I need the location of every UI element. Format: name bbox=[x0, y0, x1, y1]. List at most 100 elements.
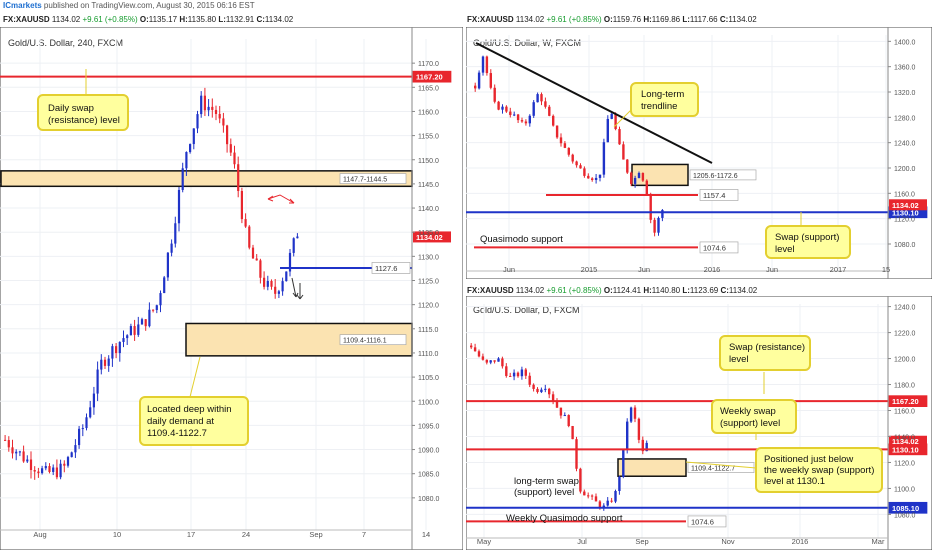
y-tick-label: 1105.0 bbox=[418, 375, 439, 382]
candle-body bbox=[583, 491, 586, 496]
header-close: 1134.02 bbox=[728, 286, 758, 295]
note-line: level bbox=[775, 244, 795, 255]
candle-body bbox=[248, 226, 251, 248]
header-change: +9.61 (+0.85%) bbox=[82, 15, 138, 24]
candle-body bbox=[122, 338, 125, 342]
candle-body bbox=[11, 447, 14, 454]
level-label: 1167.20 bbox=[416, 73, 443, 82]
header-close: 1134.02 bbox=[264, 15, 294, 24]
zone-box bbox=[631, 163, 689, 187]
candle-body bbox=[255, 258, 258, 261]
x-tick-label: 14 bbox=[422, 530, 430, 539]
level-tag bbox=[371, 262, 411, 274]
note-line: the weekly swap (support) bbox=[764, 465, 874, 476]
weekly-annotations: Long-term trendline Swap (support) level… bbox=[475, 42, 851, 259]
y-tick-label: 1240.0 bbox=[894, 305, 916, 312]
candle-body bbox=[196, 114, 199, 129]
candle-body bbox=[583, 168, 586, 176]
candle-body bbox=[485, 359, 488, 363]
candle-body bbox=[548, 388, 551, 395]
candle-body bbox=[575, 439, 578, 469]
candle-body bbox=[626, 421, 629, 450]
candle-body bbox=[259, 260, 262, 278]
candle-body bbox=[559, 407, 563, 416]
candle-body bbox=[622, 449, 625, 477]
candle-body bbox=[111, 346, 114, 359]
candle-body bbox=[641, 439, 644, 452]
note-line: Swap (resistance) bbox=[729, 342, 805, 353]
candle-body bbox=[590, 495, 594, 497]
candle-body bbox=[594, 496, 598, 502]
y-tick-label: 1100.0 bbox=[418, 399, 439, 406]
x-tick-label: 2017 bbox=[830, 265, 847, 274]
chart-title: Gold/U.S. Dollar, W, FXCM bbox=[473, 38, 581, 48]
candle-body bbox=[48, 466, 51, 473]
zone-tag bbox=[689, 169, 757, 181]
x-tick-label: Nov bbox=[721, 537, 735, 546]
price-tag bbox=[889, 435, 927, 447]
candle-body bbox=[37, 471, 40, 474]
candle-body bbox=[152, 309, 155, 311]
candle-body bbox=[544, 101, 547, 107]
candle-body bbox=[653, 219, 656, 233]
candle-body bbox=[641, 172, 645, 181]
y-tick-label: 1095.0 bbox=[418, 423, 440, 430]
candle-body bbox=[555, 401, 559, 408]
candle-body bbox=[185, 152, 188, 169]
candle-body bbox=[637, 172, 641, 178]
y-tick-label: 1320.0 bbox=[894, 90, 916, 97]
header-symbol: FX:XAUUSD bbox=[467, 286, 514, 295]
candle-body bbox=[126, 335, 129, 339]
candle-body bbox=[489, 360, 492, 363]
candle-body bbox=[614, 113, 617, 130]
y-tick-label: 1180.0 bbox=[894, 383, 915, 390]
candle-body bbox=[237, 164, 240, 191]
price-label: 1134.02 bbox=[416, 233, 443, 242]
y-tick-label: 1200.0 bbox=[894, 357, 916, 364]
header-low: 1117.66 bbox=[689, 15, 718, 24]
candle-body bbox=[637, 418, 641, 440]
header-high: 1140.80 bbox=[651, 286, 681, 295]
candle-body bbox=[618, 129, 621, 145]
candle-body bbox=[501, 358, 504, 367]
level-tag bbox=[888, 501, 928, 514]
candle-body bbox=[633, 177, 637, 184]
level-label: 1130.10 bbox=[892, 208, 919, 217]
candle-body bbox=[81, 428, 84, 430]
h4-chart[interactable]: Gold/U.S. Dollar, 240, FXCM 1147.7-1144.… bbox=[0, 27, 463, 550]
y-tick-label: 1080.0 bbox=[894, 242, 916, 249]
candle-body bbox=[594, 177, 598, 180]
x-tick-label: May bbox=[477, 537, 491, 546]
candle-body bbox=[59, 463, 62, 478]
candle-body bbox=[33, 470, 36, 472]
header-open: 1135.17 bbox=[148, 15, 178, 24]
y-tick-label: 1100.0 bbox=[894, 486, 915, 493]
candle-body bbox=[192, 128, 195, 145]
candle-body bbox=[505, 366, 508, 376]
candle-body bbox=[85, 417, 88, 429]
publisher-bar: ICmarkets published on TradingView.com, … bbox=[0, 0, 932, 13]
candle-body bbox=[22, 451, 25, 462]
candle-body bbox=[610, 500, 613, 502]
y-tick-label: 1130.0 bbox=[418, 254, 439, 261]
zone-label: 1109.4-1122.7 bbox=[691, 466, 735, 473]
candle-body bbox=[200, 95, 203, 115]
price-label: 1134.02 bbox=[892, 201, 919, 210]
candle-body bbox=[551, 394, 555, 402]
weekly-chart[interactable]: Gold/U.S. Dollar, W, FXCM 1205.6-1172.6 … bbox=[466, 27, 932, 279]
level-label: 1074.6 bbox=[703, 243, 726, 252]
candle-body bbox=[166, 252, 169, 278]
candle-body bbox=[296, 236, 299, 239]
candle-body bbox=[140, 319, 144, 325]
publisher-name[interactable]: ICmarkets bbox=[3, 1, 42, 10]
daily-annotations: Swap (resistance) level Weekly swap (sup… bbox=[506, 335, 883, 524]
candle-body bbox=[44, 466, 47, 469]
candle-body bbox=[485, 56, 489, 74]
daily-chart[interactable]: Gold/U.S. Dollar, D, FXCM 1109.4-1122.7 … bbox=[466, 296, 932, 550]
candle-body bbox=[512, 372, 516, 377]
candle-body bbox=[66, 457, 70, 466]
candle-body bbox=[481, 356, 485, 360]
candle-body bbox=[509, 375, 512, 377]
level-tag bbox=[699, 241, 739, 254]
note-line: (support) level bbox=[720, 418, 780, 429]
